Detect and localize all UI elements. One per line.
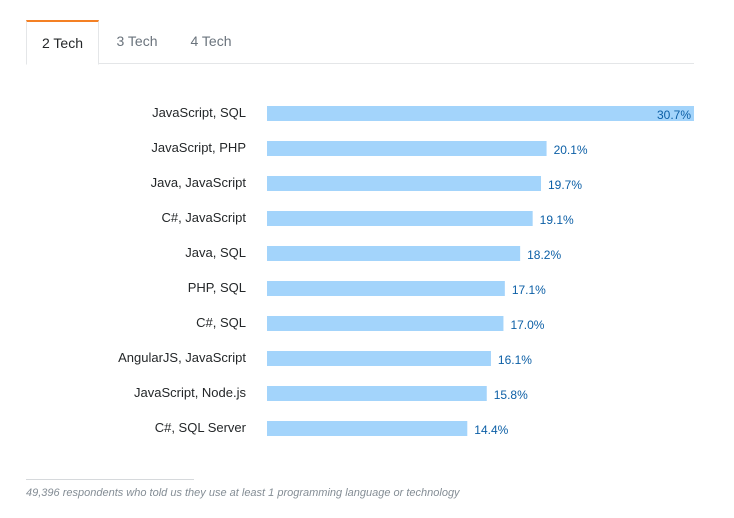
bar-chart: JavaScript, SQL 30.7% JavaScript, PHP 20.1%… — [118, 105, 694, 437]
value-label: 16.1% — [498, 353, 532, 367]
tab-bar: 2 Tech 3 Tech 4 Tech — [26, 20, 694, 65]
bar — [267, 281, 505, 296]
category-label: C#, SQL — [196, 315, 246, 330]
value-label: 17.0% — [510, 318, 544, 332]
category-label: AngularJS, JavaScript — [118, 350, 246, 365]
tab-3-tech[interactable]: 3 Tech — [116, 33, 158, 49]
value-label: 20.1% — [554, 143, 588, 157]
bar — [267, 386, 487, 401]
footnote: 49,396 respondents who told us they use … — [26, 487, 460, 499]
category-label: JavaScript, Node.js — [134, 385, 246, 400]
category-label: JavaScript, PHP — [151, 140, 246, 155]
bar — [267, 106, 694, 121]
category-label: C#, SQL Server — [155, 420, 247, 435]
value-label: 30.7% — [657, 108, 691, 122]
bar — [267, 316, 504, 331]
value-label: 19.7% — [548, 178, 582, 192]
value-label: 18.2% — [527, 248, 561, 262]
category-label: PHP, SQL — [188, 280, 246, 295]
bar — [267, 351, 491, 366]
value-label: 19.1% — [540, 213, 574, 227]
bar — [267, 176, 542, 191]
value-label: 17.1% — [512, 283, 546, 297]
value-label: 14.4% — [474, 423, 508, 437]
tab-2-tech[interactable]: 2 Tech — [26, 20, 99, 65]
category-label: JavaScript, SQL — [152, 105, 246, 120]
category-label: Java, SQL — [185, 245, 246, 260]
footnote-divider — [26, 479, 194, 480]
bar — [267, 141, 547, 156]
value-label: 15.8% — [494, 388, 528, 402]
category-label: C#, JavaScript — [161, 210, 246, 225]
bar — [267, 421, 468, 436]
bar — [267, 211, 533, 226]
tab-4-tech[interactable]: 4 Tech — [190, 33, 232, 49]
category-label: Java, JavaScript — [151, 175, 247, 190]
bar — [267, 246, 521, 261]
